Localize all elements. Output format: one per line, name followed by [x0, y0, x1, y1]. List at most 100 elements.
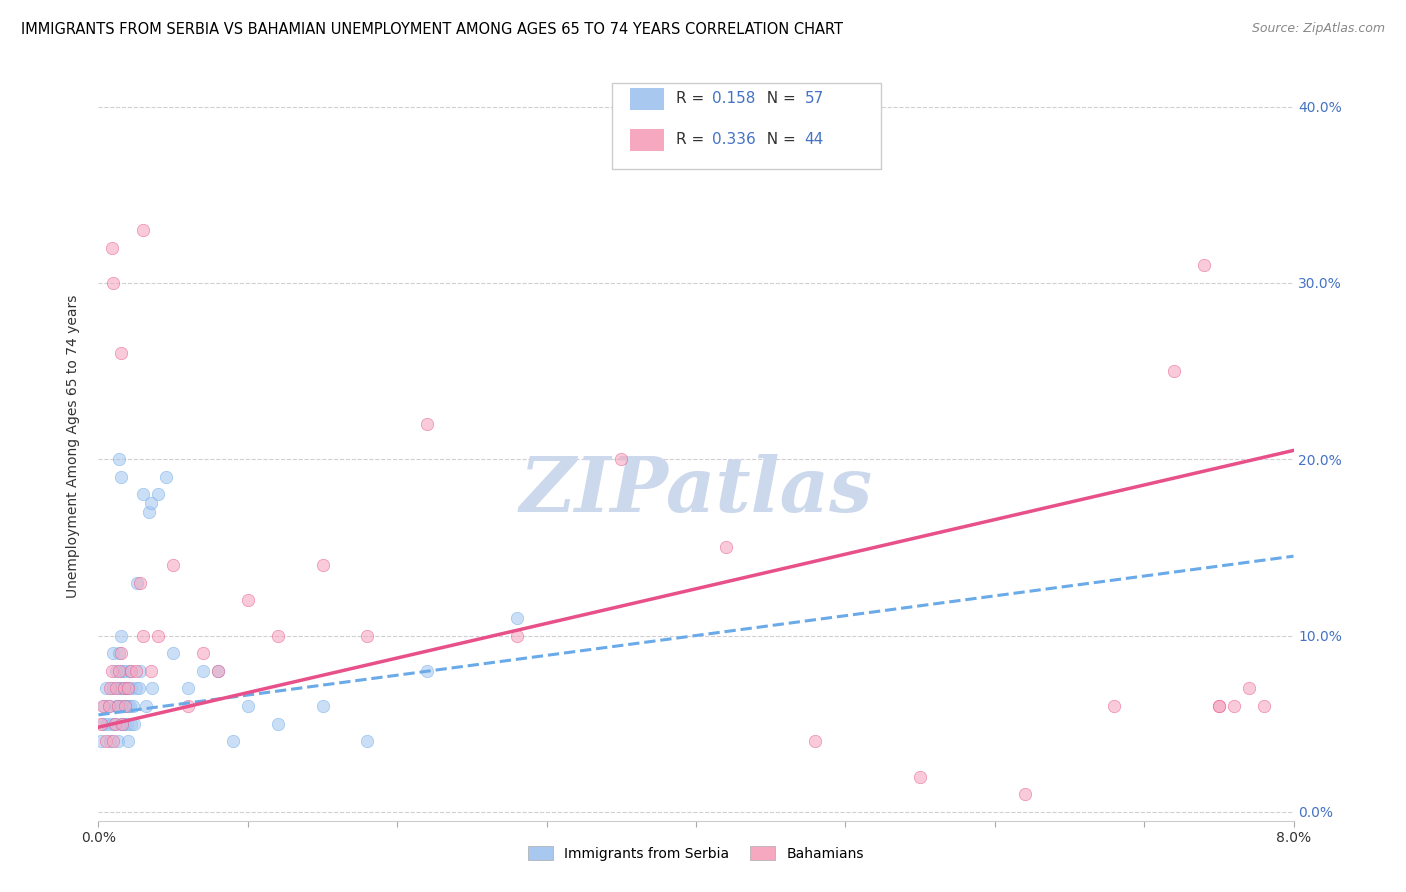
Text: Source: ZipAtlas.com: Source: ZipAtlas.com [1251, 22, 1385, 36]
Point [107, 734, 129, 748]
Point [107, 699, 129, 714]
Point [222, 734, 245, 748]
Point [107, 699, 129, 714]
Point [90, 716, 112, 731]
Point [1237, 681, 1260, 696]
Point [120, 681, 142, 696]
Point [112, 716, 135, 731]
Point [311, 699, 333, 714]
Point [311, 558, 333, 572]
Point [135, 699, 157, 714]
Point [111, 664, 134, 678]
Point [132, 628, 155, 642]
Point [139, 664, 162, 678]
Point [267, 628, 290, 642]
Point [155, 470, 177, 484]
Point [96, 716, 118, 731]
Point [101, 241, 124, 255]
Point [90, 734, 112, 748]
Point [114, 664, 136, 678]
Point [112, 681, 135, 696]
Point [105, 681, 128, 696]
Point [108, 452, 131, 467]
Point [132, 223, 155, 237]
Point [506, 628, 529, 642]
Point [121, 699, 143, 714]
Point [111, 716, 134, 731]
Point [118, 699, 141, 714]
FancyBboxPatch shape [630, 88, 664, 110]
Point [115, 716, 138, 731]
Point [110, 470, 132, 484]
Point [162, 558, 184, 572]
Point [416, 417, 439, 431]
Point [110, 646, 132, 660]
Point [1208, 699, 1230, 714]
Point [128, 681, 150, 696]
Point [110, 346, 132, 360]
Text: N =: N = [756, 132, 800, 147]
Text: 0.158: 0.158 [711, 92, 755, 106]
Point [129, 575, 152, 590]
Point [97, 699, 120, 714]
Point [1223, 699, 1246, 714]
Point [1208, 699, 1230, 714]
FancyBboxPatch shape [630, 128, 664, 151]
Point [127, 575, 149, 590]
Point [207, 664, 229, 678]
Point [356, 734, 378, 748]
Point [111, 699, 134, 714]
Point [804, 734, 827, 748]
Point [236, 593, 259, 607]
FancyBboxPatch shape [613, 83, 882, 169]
Point [125, 664, 148, 678]
Point [356, 628, 378, 642]
Point [207, 664, 229, 678]
Point [148, 628, 170, 642]
Point [103, 734, 125, 748]
Point [117, 699, 139, 714]
Point [91, 716, 114, 731]
Point [1014, 787, 1036, 801]
Text: 57: 57 [804, 92, 824, 106]
Point [610, 452, 633, 467]
Point [94, 681, 117, 696]
Point [103, 646, 125, 660]
Point [94, 734, 117, 748]
Point [104, 716, 127, 731]
Point [98, 681, 122, 696]
Point [125, 681, 148, 696]
Point [108, 664, 131, 678]
Point [114, 699, 136, 714]
Text: 44: 44 [804, 132, 824, 147]
Y-axis label: Unemployment Among Ages 65 to 74 years: Unemployment Among Ages 65 to 74 years [66, 294, 80, 598]
Point [103, 276, 125, 290]
Point [117, 681, 139, 696]
Point [108, 681, 131, 696]
Point [1192, 258, 1215, 272]
Point [93, 699, 115, 714]
Text: IMMIGRANTS FROM SERBIA VS BAHAMIAN UNEMPLOYMENT AMONG AGES 65 TO 74 YEARS CORREL: IMMIGRANTS FROM SERBIA VS BAHAMIAN UNEMP… [21, 22, 844, 37]
Point [110, 716, 132, 731]
Point [97, 699, 120, 714]
Point [101, 716, 124, 731]
Point [124, 716, 146, 731]
Point [162, 646, 184, 660]
Text: R =: R = [676, 92, 709, 106]
Point [101, 664, 124, 678]
Point [105, 699, 128, 714]
Text: ZIPatlas: ZIPatlas [519, 454, 873, 528]
Point [416, 664, 439, 678]
Point [177, 681, 200, 696]
Point [104, 716, 127, 731]
Point [177, 699, 200, 714]
Point [148, 487, 170, 501]
Point [91, 699, 114, 714]
Point [118, 664, 141, 678]
Point [139, 496, 162, 510]
Point [267, 716, 290, 731]
Point [506, 611, 529, 625]
Point [191, 646, 214, 660]
Point [105, 664, 128, 678]
Point [191, 664, 214, 678]
